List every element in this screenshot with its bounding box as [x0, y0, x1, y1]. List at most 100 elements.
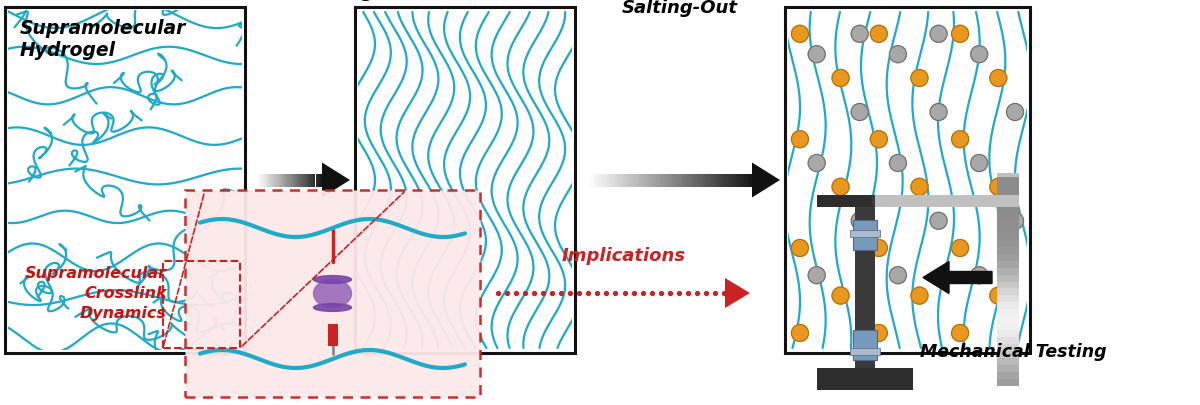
- Ellipse shape: [313, 279, 352, 307]
- Bar: [683, 173, 686, 186]
- Circle shape: [870, 25, 887, 42]
- Bar: [997, 358, 1019, 365]
- Bar: [997, 316, 1019, 323]
- Circle shape: [971, 46, 988, 63]
- Text: Implications: Implications: [562, 247, 686, 265]
- Circle shape: [851, 25, 869, 42]
- Bar: [623, 173, 625, 186]
- Bar: [655, 173, 659, 186]
- Bar: [853, 220, 877, 250]
- Bar: [678, 173, 680, 186]
- Bar: [997, 330, 1019, 337]
- Bar: [997, 198, 1019, 205]
- Circle shape: [930, 25, 947, 42]
- Bar: [997, 268, 1019, 275]
- Bar: [355, 7, 575, 353]
- Bar: [686, 173, 689, 186]
- Circle shape: [870, 239, 887, 256]
- Circle shape: [870, 324, 887, 341]
- Circle shape: [889, 46, 906, 63]
- Circle shape: [990, 70, 1007, 87]
- Bar: [680, 173, 683, 186]
- Polygon shape: [752, 162, 780, 198]
- Circle shape: [851, 212, 869, 229]
- Circle shape: [808, 154, 826, 171]
- Circle shape: [832, 287, 850, 304]
- Bar: [858, 195, 1019, 207]
- Bar: [997, 191, 1019, 198]
- Circle shape: [808, 46, 826, 63]
- Bar: [997, 247, 1019, 254]
- Bar: [738, 173, 742, 186]
- Circle shape: [990, 287, 1007, 304]
- Bar: [997, 212, 1019, 219]
- Bar: [661, 173, 664, 186]
- Bar: [612, 173, 614, 186]
- Polygon shape: [725, 278, 750, 308]
- Bar: [601, 173, 604, 186]
- Bar: [997, 205, 1019, 212]
- Circle shape: [952, 239, 968, 256]
- Circle shape: [792, 324, 809, 341]
- Bar: [997, 254, 1019, 260]
- Bar: [672, 173, 674, 186]
- Circle shape: [792, 25, 809, 42]
- Circle shape: [952, 25, 968, 42]
- Bar: [997, 219, 1019, 226]
- Circle shape: [971, 154, 988, 171]
- Circle shape: [911, 70, 928, 87]
- Bar: [997, 260, 1019, 268]
- Bar: [642, 173, 644, 186]
- Text: Salting-Out: Salting-Out: [622, 0, 738, 17]
- Bar: [997, 303, 1019, 309]
- Bar: [749, 173, 752, 186]
- Bar: [736, 173, 738, 186]
- Circle shape: [792, 239, 809, 256]
- Bar: [634, 173, 636, 186]
- Circle shape: [952, 324, 968, 341]
- Bar: [856, 195, 875, 368]
- Bar: [853, 330, 877, 360]
- Ellipse shape: [313, 304, 352, 311]
- Circle shape: [952, 131, 968, 148]
- Circle shape: [971, 267, 988, 284]
- Bar: [710, 173, 714, 186]
- Bar: [997, 281, 1019, 288]
- Circle shape: [1007, 104, 1024, 121]
- Circle shape: [930, 212, 947, 229]
- Bar: [785, 7, 1030, 353]
- Text: Supramolecular
Hydrogel: Supramolecular Hydrogel: [20, 19, 186, 60]
- Circle shape: [832, 178, 850, 195]
- Text: Directional
Freeze-Casting: Directional Freeze-Casting: [224, 0, 376, 1]
- Bar: [708, 173, 710, 186]
- Bar: [997, 177, 1019, 184]
- Bar: [997, 275, 1019, 281]
- Circle shape: [832, 70, 850, 87]
- Bar: [163, 261, 240, 348]
- Bar: [746, 173, 749, 186]
- Bar: [667, 173, 670, 186]
- Bar: [733, 173, 736, 186]
- Bar: [997, 337, 1019, 344]
- Bar: [850, 230, 880, 237]
- Bar: [659, 173, 661, 186]
- Bar: [328, 324, 337, 345]
- Bar: [997, 184, 1019, 191]
- Bar: [625, 173, 629, 186]
- Bar: [587, 173, 589, 186]
- Bar: [695, 173, 697, 186]
- Bar: [644, 173, 648, 186]
- Bar: [691, 173, 695, 186]
- Bar: [997, 233, 1019, 240]
- Bar: [997, 344, 1019, 351]
- Circle shape: [889, 267, 906, 284]
- Bar: [674, 173, 678, 186]
- Bar: [706, 173, 708, 186]
- Bar: [629, 173, 631, 186]
- Bar: [742, 173, 744, 186]
- Bar: [997, 351, 1019, 358]
- Circle shape: [1007, 212, 1024, 229]
- Bar: [185, 190, 480, 397]
- Bar: [653, 173, 655, 186]
- Circle shape: [911, 178, 928, 195]
